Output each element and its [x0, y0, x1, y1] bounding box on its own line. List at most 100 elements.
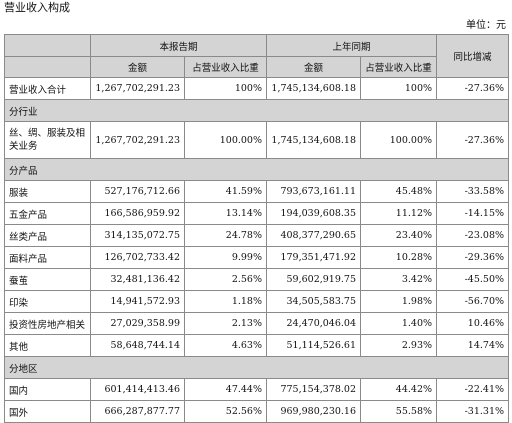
- row-label: 丝、绸、服装及相关业务: [4, 121, 91, 159]
- prior-share-cell: 55.58%: [360, 400, 438, 423]
- current-amount-cell: 58,648,744.14: [90, 334, 185, 357]
- table-row: 国外 666,287,877.77 52.56% 969,980,230.16 55.5…: [4, 400, 510, 423]
- prior-amount-cell: 34,505,583.75: [266, 290, 362, 313]
- yoy-change-cell: 14.74%: [436, 334, 510, 357]
- prior-amount-cell: 59,602,919.75: [266, 268, 362, 291]
- header-prior-share: 占营业收入比重: [360, 56, 438, 78]
- current-amount-cell: 527,176,712.66: [90, 180, 185, 203]
- current-share-cell: 52.56%: [183, 400, 268, 423]
- current-amount-cell: 1,267,702,291.23: [90, 121, 185, 159]
- table-row: 蚕茧 32,481,136.42 2.56% 59,602,919.75 3.42% -4…: [4, 268, 510, 291]
- row-label: 蚕茧: [4, 268, 91, 291]
- unit-note: 单位：元: [466, 20, 506, 31]
- current-amount-cell: 666,287,877.77: [90, 400, 185, 423]
- yoy-change-cell: -56.70%: [436, 290, 510, 313]
- prior-amount-cell: 51,114,526.61: [266, 334, 362, 357]
- prior-amount-cell: 179,351,471.92: [266, 246, 362, 269]
- header-current-amount: 金额: [90, 56, 185, 78]
- row-label: 投资性房地产相关: [4, 312, 91, 335]
- current-amount-cell: 314,135,072.75: [90, 224, 185, 247]
- prior-share-cell: 100.00%: [360, 121, 438, 159]
- prior-amount-cell: 969,980,230.16: [266, 400, 362, 423]
- yoy-change-cell: -22.41%: [436, 378, 510, 401]
- yoy-change-cell: 10.46%: [436, 312, 510, 335]
- current-share-cell: 9.99%: [183, 246, 268, 269]
- table-row: 服装 527,176,712.66 41.59% 793,673,161.11 45.4…: [4, 180, 510, 203]
- prior-share-cell: 2.93%: [360, 334, 438, 357]
- current-amount-cell: 1,267,702,291.23: [90, 77, 185, 100]
- prior-share-cell: 10.28%: [360, 246, 438, 269]
- row-label: 其他: [4, 334, 91, 357]
- section-label: 分地区: [3, 356, 510, 379]
- current-share-cell: 2.13%: [183, 312, 268, 335]
- section-label: 分产品: [3, 158, 510, 181]
- yoy-change-cell: -33.58%: [436, 180, 510, 203]
- current-share-cell: 24.78%: [183, 224, 268, 247]
- prior-share-cell: 3.42%: [360, 268, 438, 291]
- row-label: 丝类产品: [4, 224, 91, 247]
- prior-amount-cell: 194,039,608.35: [266, 202, 362, 225]
- prior-amount-cell: 24,470,046.04: [266, 312, 362, 335]
- table-row: 面料产品 126,702,733.42 9.99% 179,351,471.92 10.…: [4, 246, 510, 269]
- prior-share-cell: 1.40%: [360, 312, 438, 335]
- yoy-change-cell: -27.36%: [436, 121, 510, 159]
- current-share-cell: 41.59%: [183, 180, 268, 203]
- current-share-cell: 100%: [183, 77, 268, 100]
- prior-amount-cell: 793,673,161.11: [266, 180, 362, 203]
- current-share-cell: 2.56%: [183, 268, 268, 291]
- table-row: 印染 14,941,572.93 1.18% 34,505,583.75 1.98% -5…: [4, 290, 510, 313]
- current-share-cell: 47.44%: [183, 378, 268, 401]
- row-label: 面料产品: [4, 246, 91, 269]
- table-row: 五金产品 166,586,959.92 13.14% 194,039,608.35 11…: [4, 202, 510, 225]
- current-amount-cell: 27,029,358.99: [90, 312, 185, 335]
- current-share-cell: 1.18%: [183, 290, 268, 313]
- current-amount-cell: 166,586,959.92: [90, 202, 185, 225]
- table-header: 本报告期 上年同期 同比增减 金额 占营业收入比重 金额 占营业收入比重: [4, 34, 510, 78]
- table-row: 其他 58,648,744.14 4.63% 51,114,526.61 2.93% 14…: [4, 334, 510, 357]
- prior-share-cell: 45.48%: [360, 180, 438, 203]
- row-label: 印染: [4, 290, 91, 313]
- yoy-change-cell: -14.15%: [436, 202, 510, 225]
- section-row: 分行业: [3, 99, 510, 122]
- prior-amount-cell: 775,154,378.02: [266, 378, 362, 401]
- header-prior-period: 上年同期: [266, 34, 438, 57]
- prior-share-cell: 23.40%: [360, 224, 438, 247]
- current-share-cell: 100.00%: [183, 121, 268, 159]
- current-amount-cell: 126,702,733.42: [90, 246, 185, 269]
- table-body: 营业收入合计 1,267,702,291.23 100% 1,745,134,608.…: [3, 77, 510, 423]
- prior-amount-cell: 408,377,290.65: [266, 224, 362, 247]
- row-label: 营业收入合计: [4, 77, 91, 100]
- prior-share-cell: 1.98%: [360, 290, 438, 313]
- row-label: 服装: [4, 180, 91, 203]
- table-row: 丝、绸、服装及相关业务 1,267,702,291.23 100.00% 1,745,…: [4, 121, 510, 159]
- section-row: 分产品: [3, 158, 510, 181]
- current-share-cell: 13.14%: [183, 202, 268, 225]
- header-current-period: 本报告期: [89, 34, 268, 57]
- row-label: 国内: [4, 378, 91, 401]
- table-row: 丝类产品 314,135,072.75 24.78% 408,377,290.65 23…: [4, 224, 510, 247]
- row-label: 国外: [4, 400, 91, 423]
- revenue-composition-table: 本报告期 上年同期 同比增减 金额 占营业收入比重 金额 占营业收入比重 营业收…: [3, 34, 510, 423]
- table-row: 国内 601,414,413.46 47.44% 775,154,378.02 44.4…: [4, 378, 510, 401]
- prior-amount-cell: 1,745,134,608.18: [266, 121, 362, 159]
- yoy-change-cell: -45.50%: [436, 268, 510, 291]
- current-amount-cell: 601,414,413.46: [90, 378, 185, 401]
- yoy-change-cell: -29.36%: [436, 246, 510, 269]
- section-row: 分地区: [3, 356, 510, 379]
- header-prior-amount: 金额: [266, 56, 362, 78]
- current-amount-cell: 32,481,136.42: [90, 268, 185, 291]
- prior-share-cell: 100%: [360, 77, 438, 100]
- header-blank-2: [4, 56, 91, 78]
- prior-amount-cell: 1,745,134,608.18: [266, 77, 362, 100]
- row-label: 五金产品: [4, 202, 91, 225]
- header-blank: [4, 34, 91, 57]
- section-title: 营业收入构成: [4, 1, 70, 14]
- current-amount-cell: 14,941,572.93: [90, 290, 185, 313]
- yoy-change-cell: -27.36%: [436, 77, 510, 100]
- prior-share-cell: 11.12%: [360, 202, 438, 225]
- header-current-share: 占营业收入比重: [183, 56, 268, 78]
- yoy-change-cell: -23.08%: [436, 224, 510, 247]
- header-yoy-change: 同比增减: [436, 34, 510, 78]
- section-label: 分行业: [3, 99, 510, 122]
- prior-share-cell: 44.42%: [360, 378, 438, 401]
